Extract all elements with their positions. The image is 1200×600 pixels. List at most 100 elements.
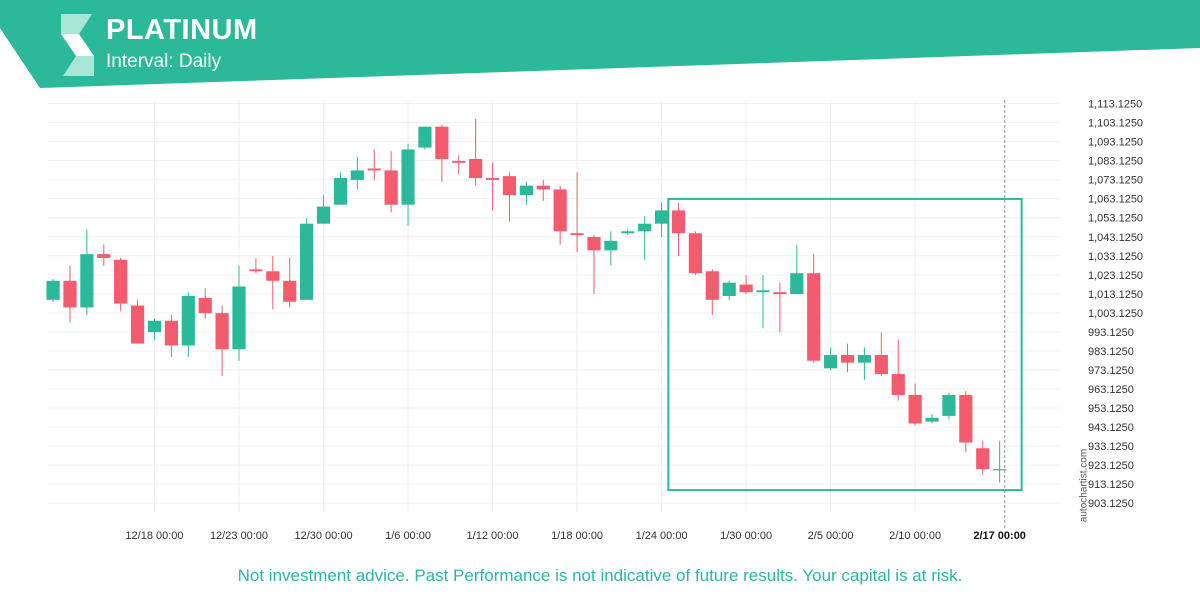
- candle-bullish: [925, 413, 939, 424]
- candle-bearish: [469, 119, 483, 186]
- candle-bullish: [350, 157, 364, 190]
- candle-body: [232, 286, 246, 350]
- candle-bearish: [976, 440, 990, 475]
- candle-bearish: [807, 254, 821, 363]
- candle-body: [739, 284, 753, 293]
- candle-bullish: [80, 229, 94, 316]
- candle-bearish: [452, 155, 466, 175]
- x-tick-label: 1/6 00:00: [385, 530, 431, 542]
- candle-body: [604, 240, 618, 251]
- x-tick-label: 2/10 00:00: [889, 530, 941, 542]
- candle-body: [536, 185, 550, 190]
- interval-label: Interval: Daily: [106, 51, 222, 72]
- candle-bearish: [266, 256, 280, 310]
- candle-bullish: [519, 181, 533, 205]
- candle-bullish: [401, 143, 415, 226]
- y-tick-label: 1,013.1250: [1088, 289, 1143, 301]
- candle-bearish: [874, 332, 888, 376]
- autochartist-logo-icon: [61, 14, 94, 76]
- x-tick-label: 12/18 00:00: [125, 530, 183, 542]
- candle-bearish: [164, 315, 178, 357]
- candle-bearish: [959, 391, 973, 453]
- y-tick-label: 1,063.1250: [1088, 194, 1143, 206]
- candle-body: [790, 273, 804, 295]
- candle-body: [638, 223, 652, 232]
- y-tick-label: 1,093.1250: [1088, 137, 1143, 149]
- candle-body: [824, 355, 838, 369]
- candle-body: [942, 394, 956, 416]
- candle-bearish: [249, 257, 263, 274]
- candle-bullish: [790, 244, 804, 295]
- candle-bullish: [942, 393, 956, 420]
- candle-body: [654, 210, 669, 224]
- x-tick-label: 1/18 00:00: [551, 530, 603, 542]
- x-tick-label: 1/12 00:00: [467, 530, 519, 542]
- y-tick-label: 1,083.1250: [1088, 156, 1143, 168]
- candle-body: [367, 168, 381, 171]
- candle-body: [266, 271, 280, 281]
- candle-body: [316, 206, 331, 224]
- candle-bearish: [587, 235, 601, 295]
- candle-body: [418, 126, 432, 148]
- disclaimer-text: Not investment advice. Past Performance …: [237, 566, 963, 585]
- candle-bullish: [418, 126, 432, 150]
- candle-body: [452, 160, 466, 163]
- candle-bearish: [536, 179, 550, 201]
- candle-body: [553, 189, 567, 232]
- y-tick-label: 903.1250: [1088, 498, 1134, 510]
- y-tick-label: 913.1250: [1088, 479, 1134, 491]
- candle-bullish: [316, 195, 331, 224]
- candle-bearish: [739, 275, 753, 295]
- y-tick-label: 1,053.1250: [1088, 213, 1143, 225]
- y-tick-label: 1,033.1250: [1088, 251, 1143, 263]
- candle-bearish: [773, 282, 787, 333]
- candle-bearish: [198, 288, 212, 319]
- candle-body: [333, 178, 348, 205]
- banner-shape: [0, 0, 1200, 88]
- candle-body: [435, 126, 449, 159]
- x-tick-label: 1/24 00:00: [636, 530, 688, 542]
- candle-body: [502, 176, 517, 196]
- candle-bearish: [97, 244, 111, 266]
- candle-body: [688, 233, 702, 274]
- x-tick-label: 2/5 00:00: [808, 530, 854, 542]
- candles-layer: [46, 119, 1007, 483]
- candle-body: [401, 149, 415, 205]
- candle-bullish: [300, 217, 314, 300]
- candle-body: [249, 269, 263, 272]
- x-tick-label: 12/23 00:00: [210, 530, 268, 542]
- candle-body: [519, 185, 533, 196]
- candle-bullish: [181, 292, 195, 357]
- candle-body: [722, 282, 736, 297]
- candle-body: [756, 290, 770, 293]
- candle-bullish: [147, 318, 162, 340]
- instrument-title: PLATINUM: [106, 14, 258, 46]
- pattern-box: [667, 197, 1023, 492]
- candle-body: [80, 254, 94, 308]
- candle-body: [485, 178, 500, 180]
- candle-bullish: [993, 440, 1007, 483]
- candle-body: [976, 448, 990, 470]
- y-axis: 903.1250 913.1250 923.1250 933.1250 943.1250…: [1088, 99, 1143, 511]
- candle-body: [46, 280, 60, 300]
- candle-bearish: [570, 172, 584, 253]
- candle-body: [587, 237, 601, 251]
- candle-bearish: [283, 257, 297, 308]
- y-tick-label: 953.1250: [1088, 403, 1134, 415]
- y-tick-label: 1,023.1250: [1088, 270, 1143, 282]
- y-tick-label: 1,103.1250: [1088, 118, 1143, 130]
- candle-bullish: [46, 278, 60, 302]
- candle-body: [181, 296, 195, 346]
- x-tick-label: 1/30 00:00: [720, 530, 772, 542]
- candle-bearish: [891, 339, 905, 401]
- current-time-label: 2/17 00:00: [973, 530, 1026, 542]
- y-tick-label: 973.1250: [1088, 365, 1134, 377]
- candle-bearish: [130, 299, 145, 344]
- candle-bullish: [756, 275, 770, 329]
- y-tick-label: 993.1250: [1088, 327, 1134, 339]
- candle-bullish: [857, 347, 872, 380]
- y-tick-label: 923.1250: [1088, 460, 1134, 472]
- candle-body: [874, 355, 888, 375]
- candle-body: [469, 158, 483, 179]
